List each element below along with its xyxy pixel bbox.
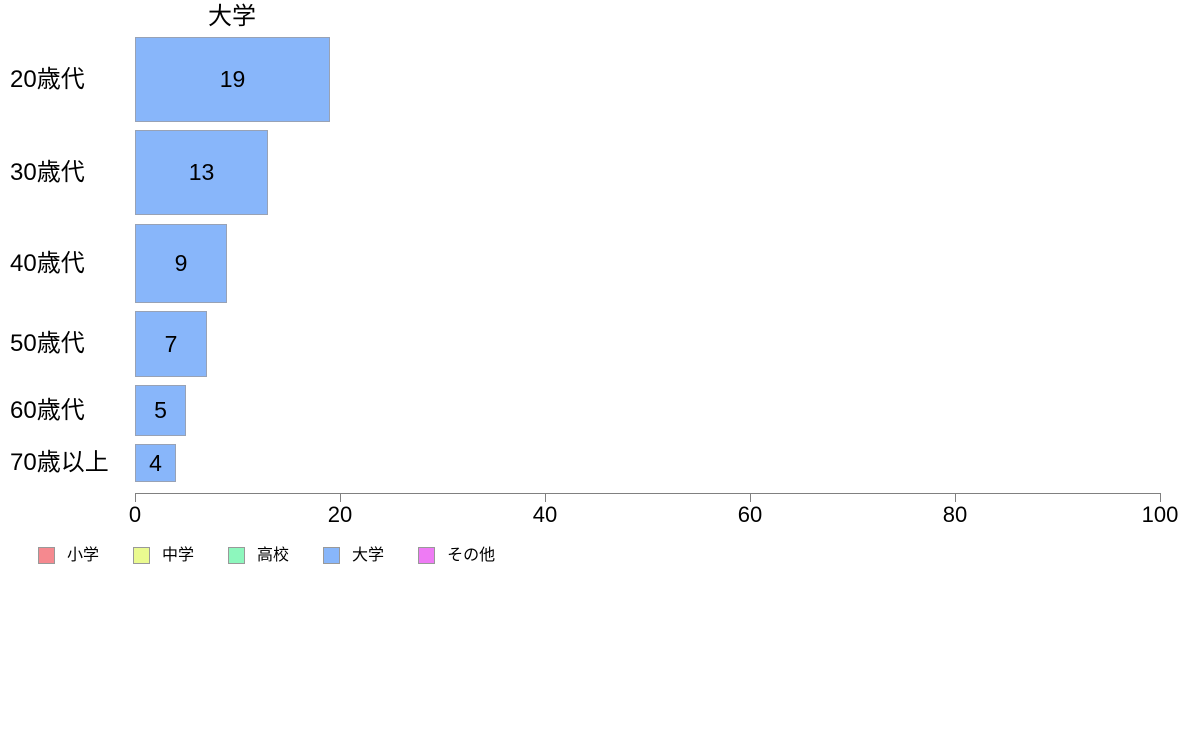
legend-label: 大学	[352, 546, 385, 564]
bar-value: 4	[149, 449, 162, 476]
x-axis-tick	[340, 493, 341, 502]
category-label: 30歳代	[10, 158, 85, 186]
legend-swatch	[323, 547, 341, 564]
category-label: 50歳代	[10, 330, 85, 357]
legend-label: その他	[447, 546, 496, 564]
bar-value: 13	[188, 159, 215, 185]
x-axis-tick	[1160, 493, 1161, 502]
bar: 9	[135, 224, 227, 303]
legend-item: 中学	[133, 547, 194, 564]
category-label: 70歳以上	[10, 449, 109, 476]
legend-label: 高校	[257, 546, 290, 564]
legend-swatch	[418, 547, 436, 564]
legend-item: 小学	[38, 547, 99, 564]
bar-value: 5	[154, 397, 167, 423]
legend-item: 大学	[323, 547, 384, 564]
legend-swatch	[228, 547, 246, 564]
category-label: 40歳代	[10, 249, 85, 277]
x-axis-tick-label: 40	[532, 502, 558, 527]
x-axis-tick-label: 60	[737, 502, 763, 527]
legend-item: 高校	[228, 547, 289, 564]
x-axis-tick	[135, 493, 136, 502]
legend-swatch	[133, 547, 151, 564]
x-axis-tick-label: 20	[327, 502, 353, 527]
bar: 13	[135, 130, 268, 215]
x-axis-line	[135, 493, 1161, 494]
x-axis-tick-label: 80	[942, 502, 968, 527]
x-axis-tick	[955, 493, 956, 502]
chart-title: 大学	[208, 3, 256, 30]
bar: 7	[135, 311, 207, 377]
x-axis-tick-label: 100	[1141, 502, 1179, 527]
bar-value: 19	[219, 66, 246, 92]
x-axis-tick	[545, 493, 546, 502]
legend-label: 中学	[162, 546, 195, 564]
bar: 19	[135, 37, 330, 122]
category-label: 60歳代	[10, 396, 85, 424]
legend-label: 小学	[67, 546, 100, 564]
legend: 小学 中学 高校 大学 その他	[38, 547, 495, 564]
bar-value: 7	[164, 330, 178, 357]
category-label: 20歳代	[10, 65, 85, 93]
bar-value: 9	[174, 250, 188, 276]
legend-swatch	[38, 547, 55, 564]
x-axis-tick	[750, 493, 751, 502]
x-axis-tick-label: 0	[128, 502, 142, 527]
bar: 4	[135, 444, 176, 482]
legend-item: その他	[418, 547, 495, 564]
bar: 5	[135, 385, 186, 436]
